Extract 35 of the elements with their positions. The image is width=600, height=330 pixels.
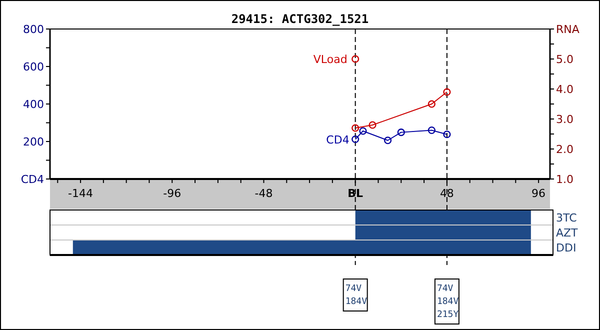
x-tick-label: 96 (532, 187, 546, 200)
point (368, 121, 376, 129)
y2-tick-label: 3.0 (556, 113, 574, 126)
y-tick-label: 3TC (556, 212, 578, 224)
text: 74V 184V (345, 284, 368, 307)
point (352, 135, 360, 144)
chart-title: 29415: ACTG302_1521 (231, 12, 369, 26)
y-tick-label: 600 (23, 60, 44, 74)
point (443, 88, 451, 96)
point (428, 100, 436, 108)
series-label: CD4 (326, 133, 350, 146)
point (428, 126, 436, 134)
point (443, 130, 451, 138)
y-tick-label: 400 (23, 98, 44, 111)
text: 74V 184V 215Y (436, 284, 460, 320)
point (384, 136, 392, 144)
x-tick-label: -144 (68, 187, 94, 200)
x-tick-label: BL (348, 187, 364, 200)
point (352, 124, 360, 132)
y-tick-label: 200 (23, 136, 44, 148)
y2-tick-label: 5.0 (556, 53, 574, 66)
y-tick-label: 800 (23, 23, 44, 36)
y2-tick-label: 1.0 (556, 173, 574, 186)
point (397, 128, 405, 136)
y-tick-label: AZT (556, 226, 578, 240)
legend-label: VLoad (313, 53, 348, 66)
x-tick-label: -48 (254, 187, 273, 200)
x-tick-label: 48 (440, 187, 454, 200)
y-tick-label: CD4 (20, 173, 44, 186)
point (359, 127, 367, 135)
y-tick-label: DDI (556, 242, 576, 254)
y2-tick-label: 4.0 (556, 83, 574, 96)
y2-tick-label: 2.0 (556, 143, 574, 156)
y2-tick-label: RNA (556, 23, 580, 36)
x-tick-label: -96 (163, 187, 182, 200)
